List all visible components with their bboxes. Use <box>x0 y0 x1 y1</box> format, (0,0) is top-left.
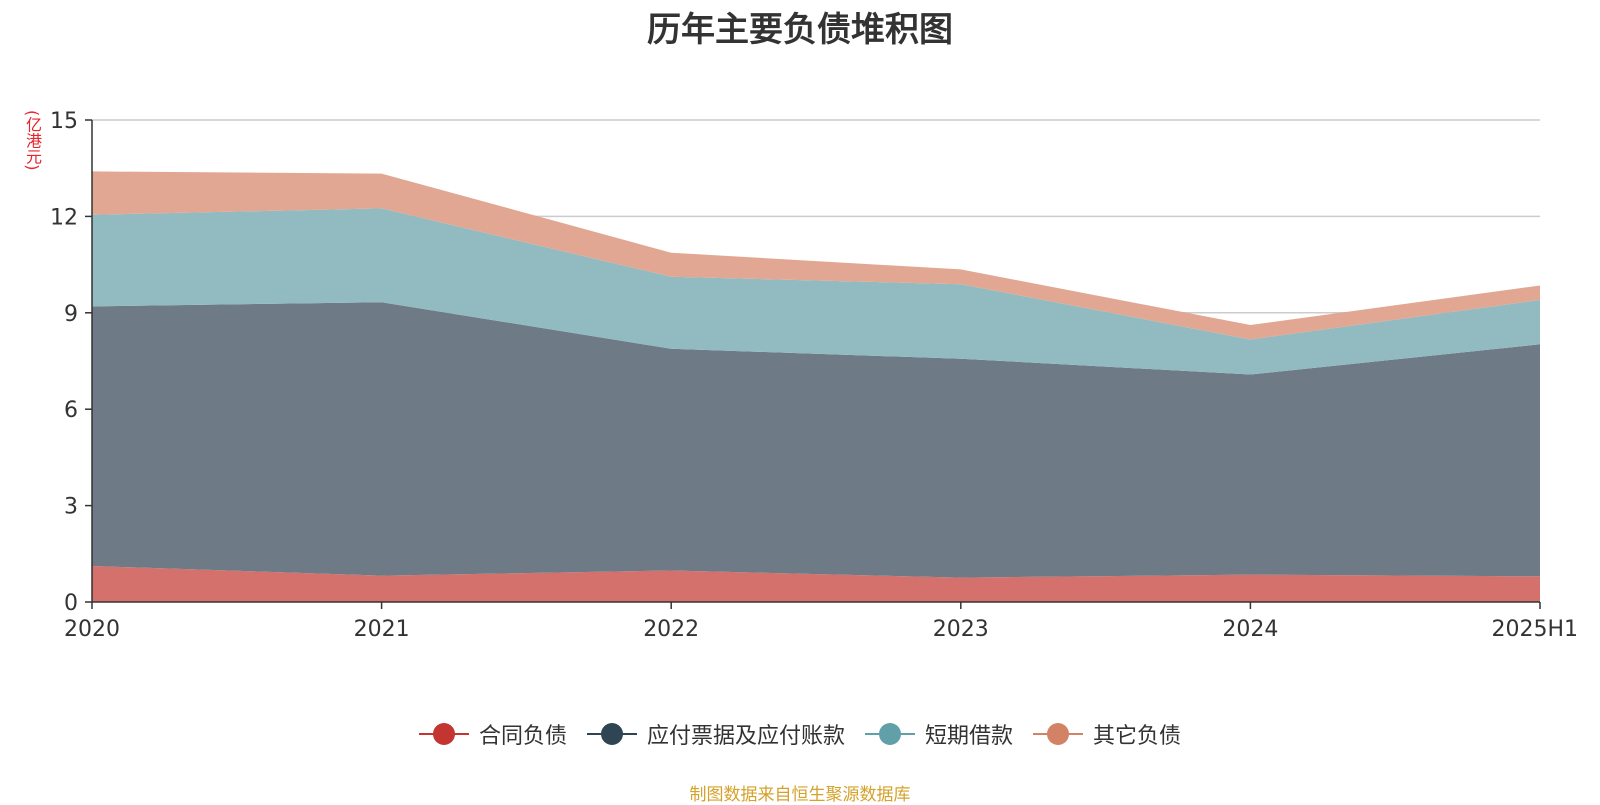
legend-item-3[interactable]: 其它负债 <box>1033 718 1181 750</box>
legend-label-3: 其它负债 <box>1093 724 1182 749</box>
area-series-1 <box>92 302 1540 578</box>
legend: 合同负债 应付票据及应付账款 短期借款 其它负债 <box>0 718 1600 750</box>
legend-label-0: 合同负债 <box>478 724 567 749</box>
area-series-0 <box>92 566 1540 602</box>
y-tick-label-2: 6 <box>64 398 78 423</box>
legend-label-2: 短期借款 <box>925 724 1014 749</box>
axes: 0 3 6 9 12 15 2020 2021 2022 2023 2024 2025H1 <box>50 109 1578 642</box>
x-tick-label-1: 2021 <box>354 617 410 642</box>
legend-item-1[interactable]: 应付票据及应付账款 <box>586 718 845 750</box>
legend-swatch-0 <box>418 722 469 746</box>
area-series <box>92 171 1540 602</box>
x-tick-label-0: 2020 <box>64 617 120 642</box>
legend-item-0[interactable]: 合同负债 <box>418 718 567 750</box>
y-tick-label-3: 9 <box>64 302 78 327</box>
chart-title: 历年主要负债堆积图 <box>647 10 953 50</box>
area-series-2 <box>92 208 1540 375</box>
y-axis-unit-label: (亿港元) <box>23 109 42 171</box>
y-tick-label-4: 12 <box>50 205 78 230</box>
legend-swatch-1 <box>586 722 637 746</box>
x-tick-label-2: 2022 <box>643 617 699 642</box>
y-tick-label-1: 3 <box>64 495 78 520</box>
area-series-3 <box>92 171 1540 340</box>
legend-label-1: 应付票据及应付账款 <box>646 724 845 749</box>
legend-item-2[interactable]: 短期借款 <box>865 718 1013 750</box>
x-tick-label-4: 2024 <box>1222 617 1278 642</box>
legend-swatch-2 <box>865 722 915 746</box>
source-note: 制图数据来自恒生聚源数据库 <box>689 785 911 805</box>
legend-swatch-3 <box>1033 722 1084 746</box>
stacked-area-chart: 0 3 6 9 12 15 2020 2021 2022 2023 2024 2025H1 <box>50 109 1578 642</box>
y-tick-label-5: 15 <box>50 109 78 134</box>
x-tick-label-5: 2025H1 <box>1491 617 1578 642</box>
y-tick-label-0: 0 <box>64 591 78 616</box>
x-tick-label-3: 2023 <box>933 617 989 642</box>
